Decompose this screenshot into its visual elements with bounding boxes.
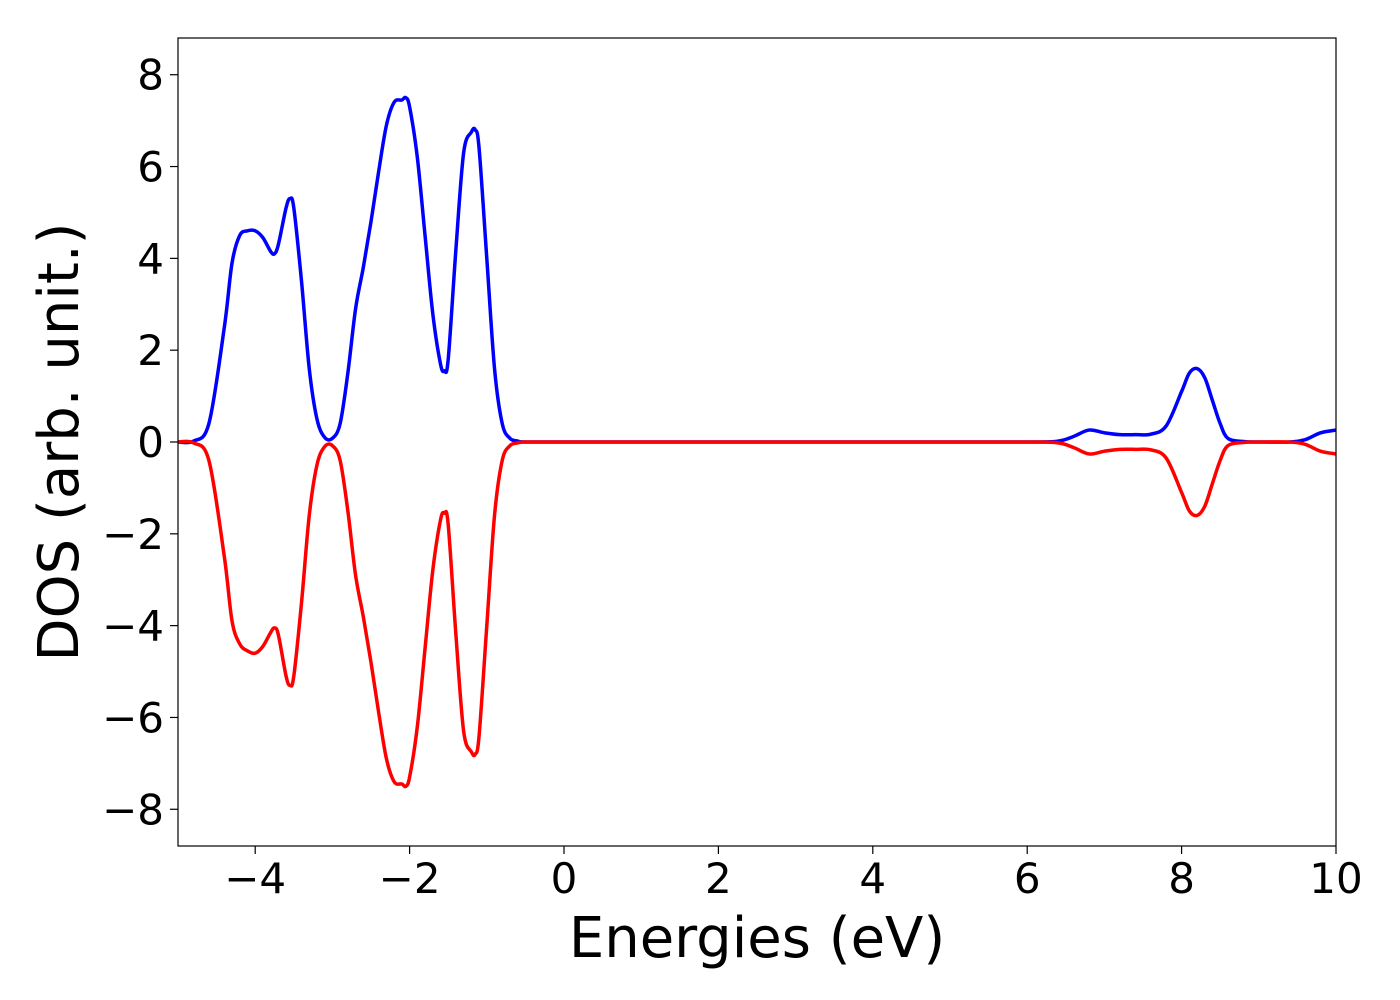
y-tick-label: −6 [102, 693, 164, 742]
x-tick-label: 8 [1168, 854, 1195, 903]
series-line-2 [178, 439, 1336, 789]
x-axis-label: Energies (eV) [569, 906, 945, 971]
y-tick-label: 6 [137, 143, 164, 192]
x-tick-label: −4 [224, 854, 286, 903]
x-tick-label: 0 [551, 854, 578, 903]
series-layer [178, 95, 1336, 789]
y-tick-label: 4 [137, 234, 164, 283]
y-axis-label: DOS (arb. unit.) [27, 222, 92, 661]
y-tick-label: 0 [137, 418, 164, 467]
x-tick-label: −2 [379, 854, 441, 903]
y-tick-label: −2 [102, 510, 164, 559]
series-line-1 [178, 95, 1336, 445]
y-axis: −8 −6 −4 −2 0 2 4 6 8 [102, 51, 178, 834]
x-tick-label: 10 [1309, 854, 1362, 903]
y-tick-label: 8 [137, 51, 164, 100]
y-tick-label: −4 [102, 602, 164, 651]
x-tick-label: 6 [1014, 854, 1041, 903]
x-tick-label: 2 [705, 854, 732, 903]
y-tick-label: −8 [102, 785, 164, 834]
y-tick-label: 2 [137, 326, 164, 375]
x-axis: −4 −2 0 2 4 6 8 10 [224, 846, 1363, 903]
x-tick-label: 4 [859, 854, 886, 903]
